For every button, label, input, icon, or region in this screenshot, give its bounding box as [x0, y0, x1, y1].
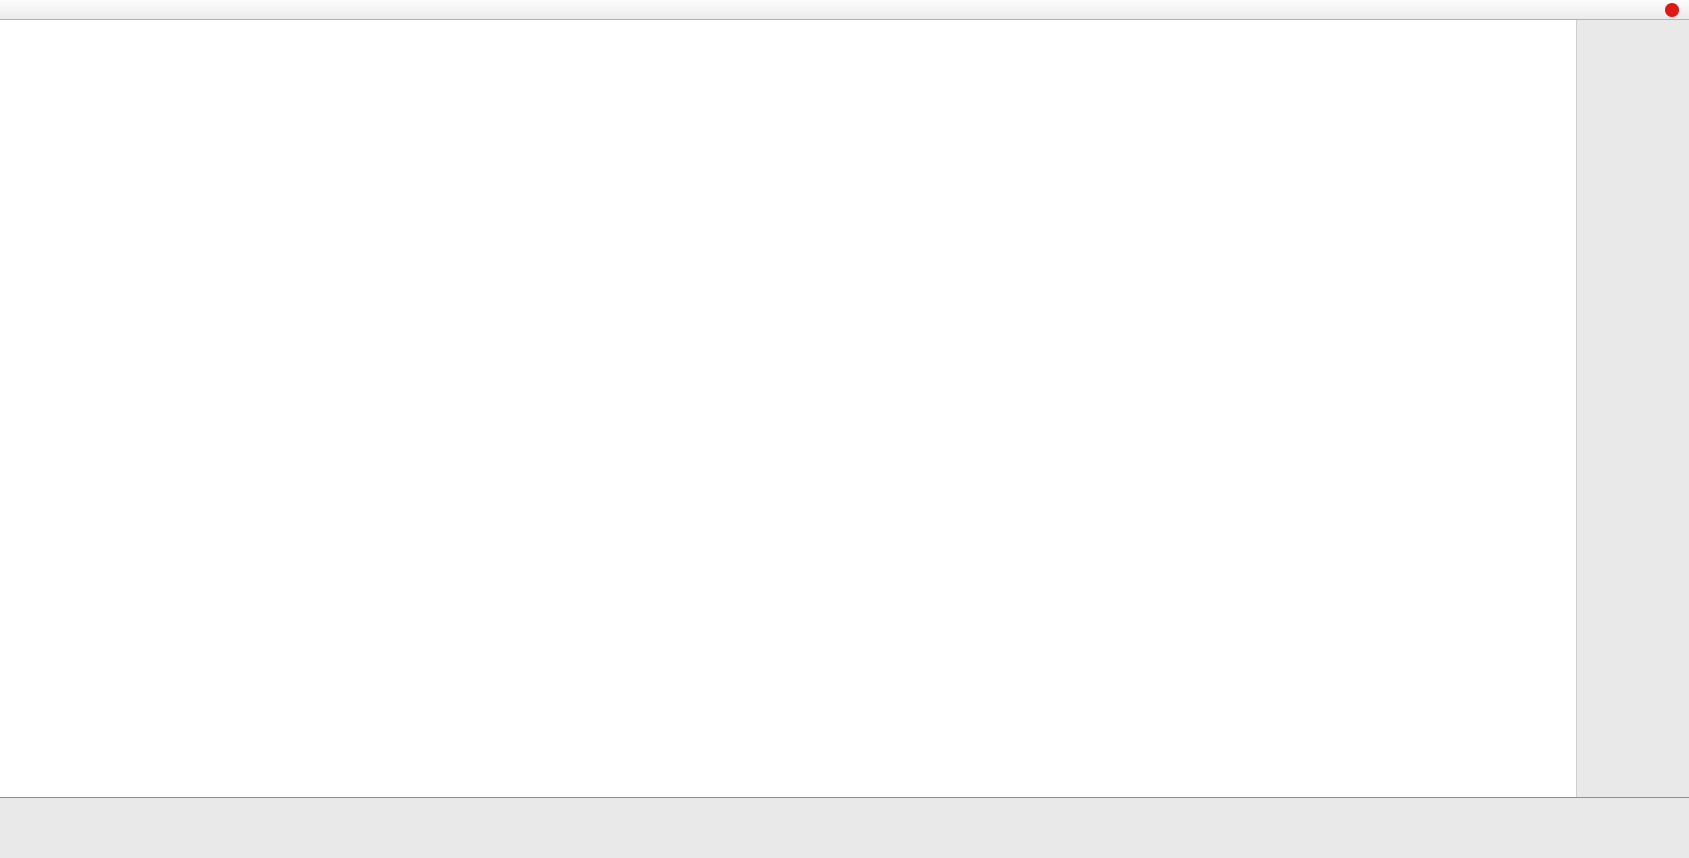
bottom-empty-area	[0, 798, 1689, 858]
right-gutter	[1576, 20, 1689, 797]
chart-window	[0, 20, 1689, 798]
chart-svg	[0, 20, 1689, 797]
price-axis[interactable]	[1524, 20, 1576, 797]
rsi-header	[8, 684, 13, 695]
toolbar	[0, 0, 1689, 20]
macd-header	[8, 571, 18, 582]
notification-badge[interactable]	[1665, 2, 1679, 17]
